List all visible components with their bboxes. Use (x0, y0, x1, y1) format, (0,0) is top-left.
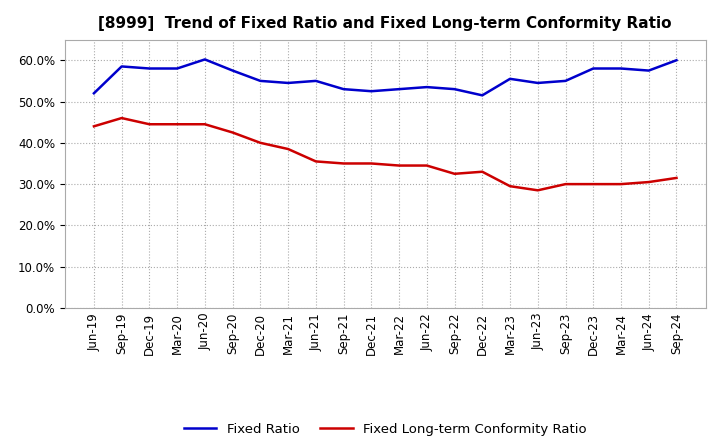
Line: Fixed Long-term Conformity Ratio: Fixed Long-term Conformity Ratio (94, 118, 677, 191)
Fixed Long-term Conformity Ratio (284, 147, 292, 152)
Title: [8999]  Trend of Fixed Ratio and Fixed Long-term Conformity Ratio: [8999] Trend of Fixed Ratio and Fixed Lo… (99, 16, 672, 32)
Fixed Ratio (450, 87, 459, 92)
Fixed Ratio (534, 81, 542, 86)
Fixed Ratio (256, 78, 265, 84)
Fixed Ratio (644, 68, 653, 73)
Fixed Ratio (367, 88, 376, 94)
Fixed Long-term Conformity Ratio (395, 163, 403, 168)
Fixed Long-term Conformity Ratio (339, 161, 348, 166)
Fixed Ratio (89, 91, 98, 96)
Fixed Ratio (395, 87, 403, 92)
Line: Fixed Ratio: Fixed Ratio (94, 59, 677, 95)
Fixed Ratio (145, 66, 154, 71)
Fixed Ratio (339, 87, 348, 92)
Fixed Ratio (117, 64, 126, 69)
Fixed Ratio (672, 58, 681, 63)
Fixed Long-term Conformity Ratio (423, 163, 431, 168)
Fixed Ratio (423, 84, 431, 90)
Fixed Long-term Conformity Ratio (534, 188, 542, 193)
Fixed Ratio (561, 78, 570, 84)
Fixed Long-term Conformity Ratio (644, 180, 653, 185)
Fixed Long-term Conformity Ratio (561, 181, 570, 187)
Fixed Ratio (312, 78, 320, 84)
Fixed Long-term Conformity Ratio (173, 121, 181, 127)
Fixed Long-term Conformity Ratio (89, 124, 98, 129)
Fixed Long-term Conformity Ratio (589, 181, 598, 187)
Fixed Long-term Conformity Ratio (201, 121, 210, 127)
Fixed Ratio (173, 66, 181, 71)
Fixed Ratio (589, 66, 598, 71)
Fixed Long-term Conformity Ratio (616, 181, 625, 187)
Fixed Long-term Conformity Ratio (145, 121, 154, 127)
Fixed Ratio (505, 76, 514, 81)
Fixed Ratio (478, 93, 487, 98)
Legend: Fixed Ratio, Fixed Long-term Conformity Ratio: Fixed Ratio, Fixed Long-term Conformity … (179, 418, 592, 440)
Fixed Long-term Conformity Ratio (117, 115, 126, 121)
Fixed Long-term Conformity Ratio (256, 140, 265, 146)
Fixed Ratio (284, 81, 292, 86)
Fixed Long-term Conformity Ratio (672, 175, 681, 180)
Fixed Long-term Conformity Ratio (312, 159, 320, 164)
Fixed Long-term Conformity Ratio (228, 130, 237, 135)
Fixed Ratio (616, 66, 625, 71)
Fixed Long-term Conformity Ratio (367, 161, 376, 166)
Fixed Ratio (228, 68, 237, 73)
Fixed Long-term Conformity Ratio (478, 169, 487, 174)
Fixed Long-term Conformity Ratio (505, 183, 514, 189)
Fixed Ratio (201, 57, 210, 62)
Fixed Long-term Conformity Ratio (450, 171, 459, 176)
